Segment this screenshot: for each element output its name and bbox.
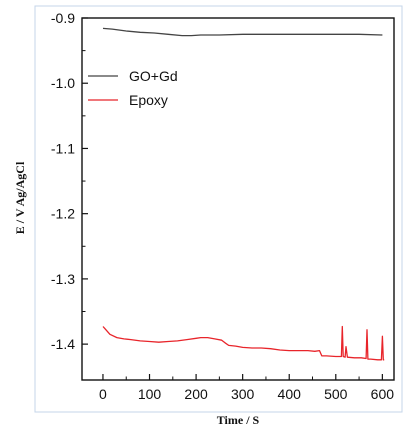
y-axis-title: E / V Ag/AgCl: [13, 161, 27, 234]
x-axis-title: Time / S: [217, 413, 260, 427]
x-tick-label: 100: [138, 386, 162, 402]
series-line-go-gd: [102, 27, 383, 37]
x-tick-label: 600: [371, 386, 395, 402]
legend-label-go-gd: GO+Gd: [129, 68, 178, 84]
x-tick-label: 400: [278, 386, 302, 402]
series-line-epoxy: [102, 325, 385, 361]
y-tick-label: -1.0: [51, 75, 75, 91]
plot-area-frame: [81, 17, 395, 381]
y-tick-label: -1.3: [51, 271, 75, 287]
legend-label-epoxy: Epoxy: [129, 92, 168, 108]
figure-frame: [34, 5, 403, 413]
x-tick-label: 500: [324, 386, 348, 402]
legend: GO+Gd Epoxy: [88, 68, 178, 108]
x-tick-label: 200: [184, 386, 208, 402]
y-axis: -0.9 -1.0 -1.1 -1.2 -1.3 -1.4: [51, 10, 88, 352]
x-axis: 0 100 200 300 400 500 600: [99, 374, 394, 402]
series-layer: [102, 27, 385, 361]
x-tick-label: 300: [231, 386, 255, 402]
y-tick-label: -1.2: [51, 206, 75, 222]
x-tick-label: 0: [99, 386, 107, 402]
y-tick-label: -0.9: [51, 10, 75, 26]
y-tick-label: -1.1: [51, 140, 75, 156]
y-tick-label: -1.4: [51, 336, 75, 352]
